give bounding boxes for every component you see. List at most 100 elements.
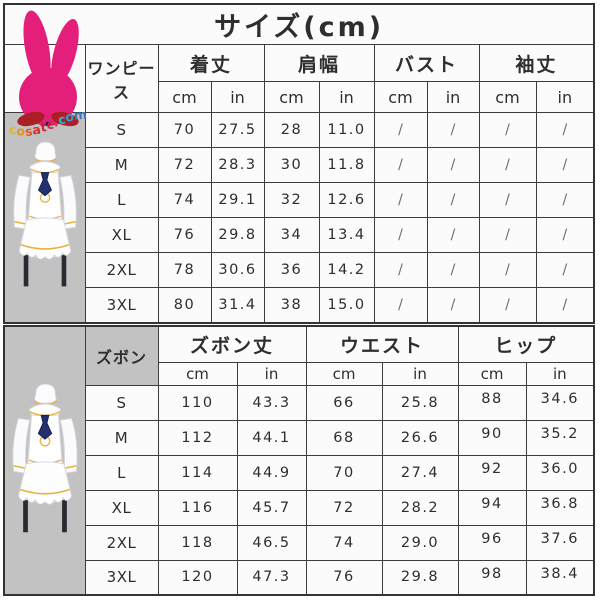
value-cell: /: [426, 112, 480, 148]
value-cell: /: [478, 217, 537, 253]
value-cell: /: [373, 182, 428, 218]
value-cell: 29.1: [210, 182, 265, 218]
value-cell: /: [478, 252, 537, 288]
value-cell: 116: [157, 489, 238, 526]
value-cell: 29.0: [381, 524, 459, 561]
table-row: L 74 29.1 32 12.6 / / / /: [4, 182, 595, 218]
value-cell: 112: [157, 419, 238, 456]
unit-in: in: [426, 81, 480, 113]
value-cell: 96: [457, 524, 527, 561]
size-label: XL: [84, 217, 159, 253]
unit-header-row: cm in cm in cm in: [4, 361, 595, 386]
value-cell: 45.7: [236, 489, 307, 526]
value-cell: /: [478, 147, 537, 183]
value-cell: 94: [457, 489, 527, 526]
size-label: 2XL: [84, 252, 159, 288]
unit-cm: cm: [305, 361, 383, 386]
value-cell: 76: [305, 559, 383, 596]
col-group-length: 着丈: [157, 44, 265, 82]
value-cell: 38: [263, 287, 320, 323]
value-cell: 44.9: [236, 454, 307, 491]
value-cell: 92: [457, 454, 527, 491]
value-cell: 13.4: [318, 217, 375, 253]
table-row: 2XL 78 30.6 36 14.2 / / / /: [4, 252, 595, 288]
dress-illustration: [13, 141, 77, 287]
value-cell: 66: [305, 384, 383, 421]
group-header-row: ワンピース 着丈 肩幅 バスト 袖丈: [3, 44, 595, 113]
value-cell: 14.2: [318, 252, 375, 288]
value-cell: /: [426, 252, 480, 288]
value-cell: /: [535, 252, 595, 288]
value-cell: /: [535, 147, 595, 183]
value-cell: 46.5: [236, 524, 307, 561]
unit-header-row: cm in cm in cm in cm in: [4, 81, 595, 113]
unit-cm: cm: [373, 81, 428, 113]
size-label: L: [84, 182, 159, 218]
logo-spacer-cell: [3, 44, 86, 113]
pants-size-table: ズボン ズボン丈 ウエスト ヒップ cm in cm in cm in S 11…: [3, 325, 596, 596]
table-row: 3XL 120 47.3 76 29.8 98 38.4: [4, 559, 595, 596]
size-label: S: [84, 112, 159, 148]
table-row: S 70 27.5 28 11.0 / / / /: [3, 112, 595, 323]
value-cell: 27.5: [210, 112, 265, 148]
size-label: L: [84, 454, 159, 491]
value-cell: 11.0: [318, 112, 375, 148]
value-cell: /: [535, 182, 595, 218]
value-cell: 29.8: [381, 559, 459, 596]
pants-product-photo: [3, 325, 86, 596]
dress-illustration: [12, 383, 78, 532]
size-label: M: [84, 147, 159, 183]
dress-size-table: サイズ(cm) ワンピース 着丈 肩幅 バスト 袖丈 cm in cm in c…: [3, 3, 596, 324]
value-cell: 26.6: [381, 419, 459, 456]
table-row: L 114 44.9 70 27.4 92 36.0: [4, 454, 595, 491]
unit-in: in: [318, 81, 375, 113]
value-cell: 70: [157, 112, 212, 148]
unit-cm: cm: [457, 361, 527, 386]
value-cell: /: [478, 182, 537, 218]
value-cell: 12.6: [318, 182, 375, 218]
unit-cm: cm: [478, 81, 537, 113]
value-cell: 76: [157, 217, 212, 253]
page-title: サイズ(cm): [3, 3, 595, 45]
value-cell: 36.0: [525, 454, 595, 491]
value-cell: 44.1: [236, 419, 307, 456]
value-cell: 34: [263, 217, 320, 253]
value-cell: 70: [305, 454, 383, 491]
value-cell: 90: [457, 419, 527, 456]
unit-cm: cm: [263, 81, 320, 113]
value-cell: 34.6: [525, 384, 595, 421]
dress-product-photo: [3, 112, 86, 323]
size-label: XL: [84, 489, 159, 526]
value-cell: 80: [157, 287, 212, 323]
value-cell: 74: [305, 524, 383, 561]
value-cell: /: [535, 217, 595, 253]
col-group-waist: ウエスト: [305, 325, 459, 363]
value-cell: /: [373, 147, 428, 183]
value-cell: /: [373, 217, 428, 253]
size-label: M: [84, 419, 159, 456]
unit-cm: cm: [157, 361, 238, 386]
table-row: S 110 43.3 66 25.8 88 34.6: [4, 384, 595, 421]
value-cell: 88: [457, 384, 527, 421]
value-cell: 47.3: [236, 559, 307, 596]
table-row: 2XL 118 46.5 74 29.0 96 37.6: [4, 524, 595, 561]
value-cell: /: [373, 112, 428, 148]
size-label: 3XL: [84, 559, 159, 596]
col-group-bust: バスト: [373, 44, 480, 82]
value-cell: 38.4: [525, 559, 595, 596]
value-cell: 36: [263, 252, 320, 288]
value-cell: 37.6: [525, 524, 595, 561]
title-row: サイズ(cm): [3, 3, 595, 45]
value-cell: /: [373, 287, 428, 323]
item-label-dress: ワンピース: [84, 44, 159, 113]
value-cell: 98: [457, 559, 527, 596]
value-cell: 74: [157, 182, 212, 218]
col-group-pants-length: ズボン丈: [157, 325, 307, 363]
table-row: XL 76 29.8 34 13.4 / / / /: [4, 217, 595, 253]
group-header-row: ズボン ズボン丈 ウエスト ヒップ: [3, 325, 595, 596]
value-cell: 120: [157, 559, 238, 596]
value-cell: /: [535, 287, 595, 323]
value-cell: 28.3: [210, 147, 265, 183]
table-row: XL 116 45.7 72 28.2 94 36.8: [4, 489, 595, 526]
size-label: 3XL: [84, 287, 159, 323]
